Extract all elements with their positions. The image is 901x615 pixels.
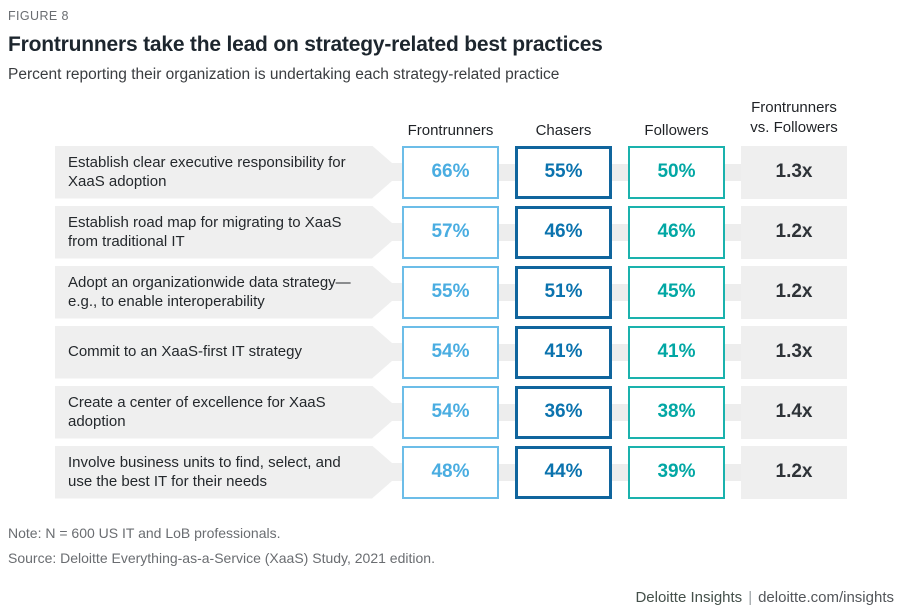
column-header-chasers: Chasers — [535, 121, 592, 139]
row-label: Create a center of excellence for XaaS a… — [55, 386, 402, 439]
frontrunners-value-box: 54% — [402, 385, 499, 439]
connector — [612, 146, 628, 199]
connector — [499, 206, 515, 259]
chasers-value-box: 51% — [515, 265, 612, 319]
connector — [612, 386, 628, 439]
connector — [499, 446, 515, 499]
row-label: Involve business units to find, select, … — [55, 446, 402, 499]
table-row: Establish clear executive responsibility… — [55, 145, 893, 199]
column-header-row: Frontrunners Chasers Followers Frontrunn… — [55, 98, 893, 146]
ratio-value: 1.3x — [741, 325, 847, 379]
figure-page: FIGURE 8 Frontrunners take the lead on s… — [8, 9, 894, 606]
row-label: Adopt an organizationwide data strategy—… — [55, 266, 402, 319]
followers-value-box: 41% — [628, 325, 725, 379]
connector — [725, 326, 741, 379]
note-text: Note: N = 600 US IT and LoB professional… — [8, 524, 281, 541]
frontrunners-value-box: 57% — [402, 205, 499, 259]
ratio-value: 1.4x — [741, 385, 847, 439]
connector — [612, 446, 628, 499]
footer-url: deloitte.com/insights — [758, 589, 894, 606]
chasers-value-box: 44% — [515, 445, 612, 499]
connector — [725, 446, 741, 499]
frontrunners-value-box: 55% — [402, 265, 499, 319]
connector — [499, 326, 515, 379]
followers-value-box: 38% — [628, 385, 725, 439]
ratio-value: 1.2x — [741, 445, 847, 499]
table-row: Commit to an XaaS-first IT strategy 54% … — [55, 325, 893, 379]
connector — [612, 326, 628, 379]
ratio-value: 1.3x — [741, 145, 847, 199]
row-label: Establish road map for migrating to XaaS… — [55, 206, 402, 259]
figure-number: FIGURE 8 — [8, 9, 69, 23]
chasers-value-box: 36% — [515, 385, 612, 439]
column-header-frontrunners: Frontrunners — [407, 121, 494, 139]
column-header-followers: Followers — [644, 121, 709, 139]
table-row: Create a center of excellence for XaaS a… — [55, 385, 893, 439]
footer: Deloitte Insights | deloitte.com/insights — [635, 589, 894, 606]
connector — [612, 266, 628, 319]
deloitte-insights-brand: Deloitte Insights — [635, 589, 743, 606]
notes-block: Note: N = 600 US IT and LoB professional… — [8, 521, 893, 571]
followers-value-box: 45% — [628, 265, 725, 319]
chasers-value-box: 41% — [515, 325, 612, 379]
connector — [725, 386, 741, 439]
chart-table: Frontrunners Chasers Followers Frontrunn… — [55, 98, 893, 499]
chasers-value-box: 55% — [515, 145, 612, 199]
table-row: Establish road map for migrating to XaaS… — [55, 205, 893, 259]
ratio-value: 1.2x — [741, 205, 847, 259]
footer-separator: | — [748, 589, 753, 606]
connector — [725, 206, 741, 259]
table-row: Adopt an organizationwide data strategy—… — [55, 265, 893, 319]
connector — [499, 386, 515, 439]
table-row: Involve business units to find, select, … — [55, 445, 893, 499]
chasers-value-box: 46% — [515, 205, 612, 259]
row-label: Commit to an XaaS-first IT strategy — [55, 326, 402, 379]
column-header-ratio: Frontrunners vs. Followers — [741, 98, 847, 146]
ratio-value: 1.2x — [741, 265, 847, 319]
row-label: Establish clear executive responsibility… — [55, 146, 402, 199]
followers-value-box: 50% — [628, 145, 725, 199]
ratio-header-line2: vs. Followers — [750, 119, 838, 137]
connector — [725, 146, 741, 199]
source-text: Source: Deloitte Everything-as-a-Service… — [8, 549, 435, 566]
connector — [725, 266, 741, 319]
connector — [499, 146, 515, 199]
connector — [612, 206, 628, 259]
frontrunners-value-box: 48% — [402, 445, 499, 499]
ratio-header-line1: Frontrunners — [751, 99, 837, 116]
frontrunners-value-box: 54% — [402, 325, 499, 379]
followers-value-box: 39% — [628, 445, 725, 499]
connector — [499, 266, 515, 319]
chart-title: Frontrunners take the lead on strategy-r… — [8, 33, 603, 56]
chart-subtitle: Percent reporting their organization is … — [8, 66, 560, 83]
frontrunners-value-box: 66% — [402, 145, 499, 199]
followers-value-box: 46% — [628, 205, 725, 259]
